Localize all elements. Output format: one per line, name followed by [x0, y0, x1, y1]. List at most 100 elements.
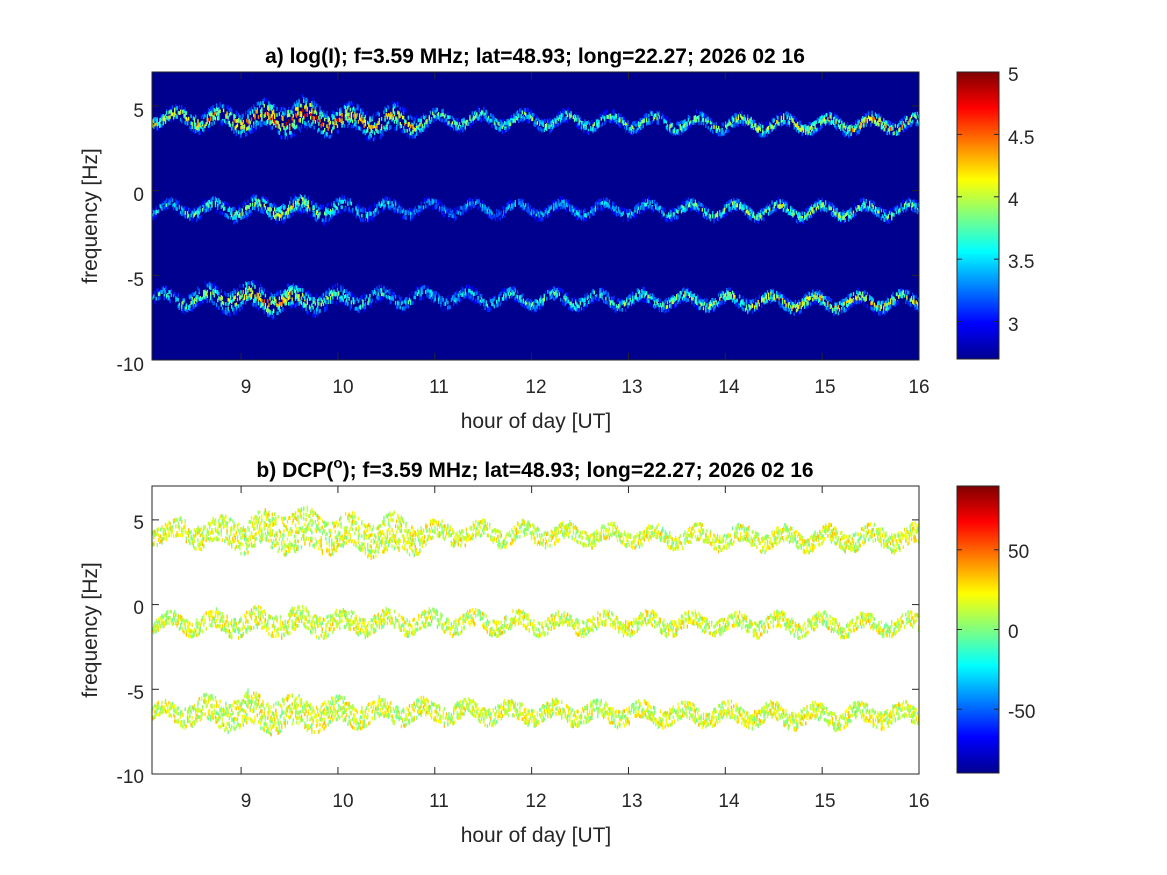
- heatmap-cell: [797, 214, 799, 219]
- heatmap-cell: [390, 125, 392, 130]
- heatmap-cell: [190, 294, 192, 299]
- heatmap-cell: [742, 117, 744, 121]
- heatmap-cell: [742, 206, 744, 211]
- heatmap-cell: [368, 207, 370, 212]
- heatmap-cell: [290, 287, 292, 292]
- heatmap-cell: [622, 116, 625, 121]
- heatmap-cell: [867, 111, 870, 116]
- heatmap-cell: [761, 132, 763, 137]
- heatmap-cell: [573, 207, 576, 212]
- heatmap-cell: [874, 209, 877, 214]
- heatmap-cell: [776, 200, 778, 205]
- heatmap-cell: [506, 203, 508, 207]
- heatmap-cell: [728, 120, 730, 124]
- heatmap-cell: [413, 127, 415, 132]
- heatmap-cell: [705, 206, 707, 211]
- heatmap-cell: [435, 199, 437, 204]
- heatmap-cell: [618, 113, 620, 118]
- heatmap-cell: [810, 204, 813, 209]
- heatmap-cell: [269, 213, 271, 217]
- heatmap-cell: [264, 196, 267, 201]
- heatmap-cell: [375, 208, 377, 212]
- heatmap-cell: [218, 306, 220, 310]
- heatmap-cell: [317, 313, 319, 318]
- heatmap-cell: [164, 200, 167, 205]
- heatmap-cell: [320, 302, 322, 307]
- heatmap-cell: [286, 110, 289, 114]
- heatmap-cell: [247, 199, 249, 204]
- heatmap-cell: [709, 118, 712, 122]
- heatmap-cell: [425, 114, 427, 119]
- heatmap-cell: [444, 113, 447, 118]
- heatmap-cell: [815, 206, 817, 211]
- heatmap-cell: [289, 213, 291, 217]
- heatmap-cell: [737, 199, 740, 203]
- heatmap-cell: [428, 196, 430, 201]
- heatmap-cell: [374, 203, 376, 207]
- heatmap-cell: [344, 207, 347, 212]
- heatmap-cell: [544, 213, 547, 218]
- heatmap-cell: [501, 118, 504, 123]
- heatmap-cell: [774, 124, 777, 129]
- heatmap-cell: [620, 113, 622, 118]
- heatmap-cell: [363, 308, 365, 312]
- heatmap-cell: [454, 214, 456, 218]
- heatmap-cell: [394, 117, 397, 121]
- heatmap-cell: [397, 102, 399, 106]
- heatmap-cell: [444, 209, 447, 214]
- heatmap-cell: [320, 123, 322, 128]
- heatmap-cell: [846, 127, 849, 131]
- heatmap-cell: [248, 127, 250, 132]
- heatmap-cell: [300, 203, 303, 208]
- heatmap-cell: [306, 98, 308, 103]
- heatmap-cell: [296, 113, 298, 118]
- heatmap-cell: [249, 108, 251, 113]
- heatmap-cell: [271, 294, 274, 298]
- heatmap-cell: [217, 107, 219, 112]
- heatmap-cell: [455, 210, 457, 215]
- heatmap-cell: [724, 123, 727, 128]
- heatmap-cell: [293, 289, 296, 293]
- heatmap-cell: [289, 123, 291, 128]
- heatmap-cell: [702, 121, 705, 126]
- heatmap-cell: [634, 208, 636, 213]
- heatmap-cell: [595, 126, 598, 131]
- heatmap-cell: [291, 123, 293, 127]
- heatmap-cell: [792, 210, 794, 214]
- heatmap-cell: [333, 289, 335, 294]
- heatmap-cell: [547, 204, 549, 209]
- heatmap-cell: [298, 209, 300, 214]
- heatmap-cell: [163, 287, 165, 292]
- heatmap-cell: [880, 125, 883, 130]
- heatmap-cell: [313, 110, 315, 115]
- heatmap-cell: [234, 114, 236, 119]
- heatmap-cell: [258, 287, 261, 292]
- heatmap-cell: [559, 118, 562, 123]
- heatmap-cell: [621, 119, 623, 124]
- heatmap-cell: [774, 126, 777, 131]
- heatmap-cell: [613, 119, 615, 123]
- heatmap-cell: [261, 107, 263, 112]
- heatmap-cell: [276, 207, 278, 212]
- heatmap-cell: [235, 302, 238, 307]
- heatmap-cell: [863, 117, 865, 122]
- heatmap-cell: [335, 292, 337, 296]
- heatmap-cell: [513, 113, 515, 118]
- heatmap-cell: [722, 210, 724, 215]
- heatmap-cell: [419, 206, 421, 210]
- heatmap-cell: [348, 101, 350, 105]
- heatmap-cell: [554, 118, 556, 123]
- heatmap-cell: [281, 295, 283, 300]
- heatmap-cell: [419, 208, 421, 213]
- heatmap-cell: [240, 290, 242, 294]
- heatmap-cell: [319, 204, 321, 208]
- heatmap-cell: [394, 103, 397, 108]
- heatmap-cell: [343, 197, 346, 202]
- heatmap-cell: [332, 116, 334, 121]
- heatmap-cell: [247, 281, 249, 286]
- heatmap-cell: [860, 208, 863, 212]
- heatmap-cell: [780, 120, 783, 124]
- heatmap-cell: [396, 116, 398, 121]
- heatmap-cell: [234, 119, 236, 123]
- heatmap-cell: [340, 119, 342, 123]
